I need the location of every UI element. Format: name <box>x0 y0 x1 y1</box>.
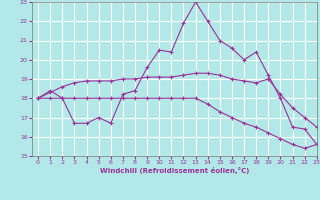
X-axis label: Windchill (Refroidissement éolien,°C): Windchill (Refroidissement éolien,°C) <box>100 167 249 174</box>
